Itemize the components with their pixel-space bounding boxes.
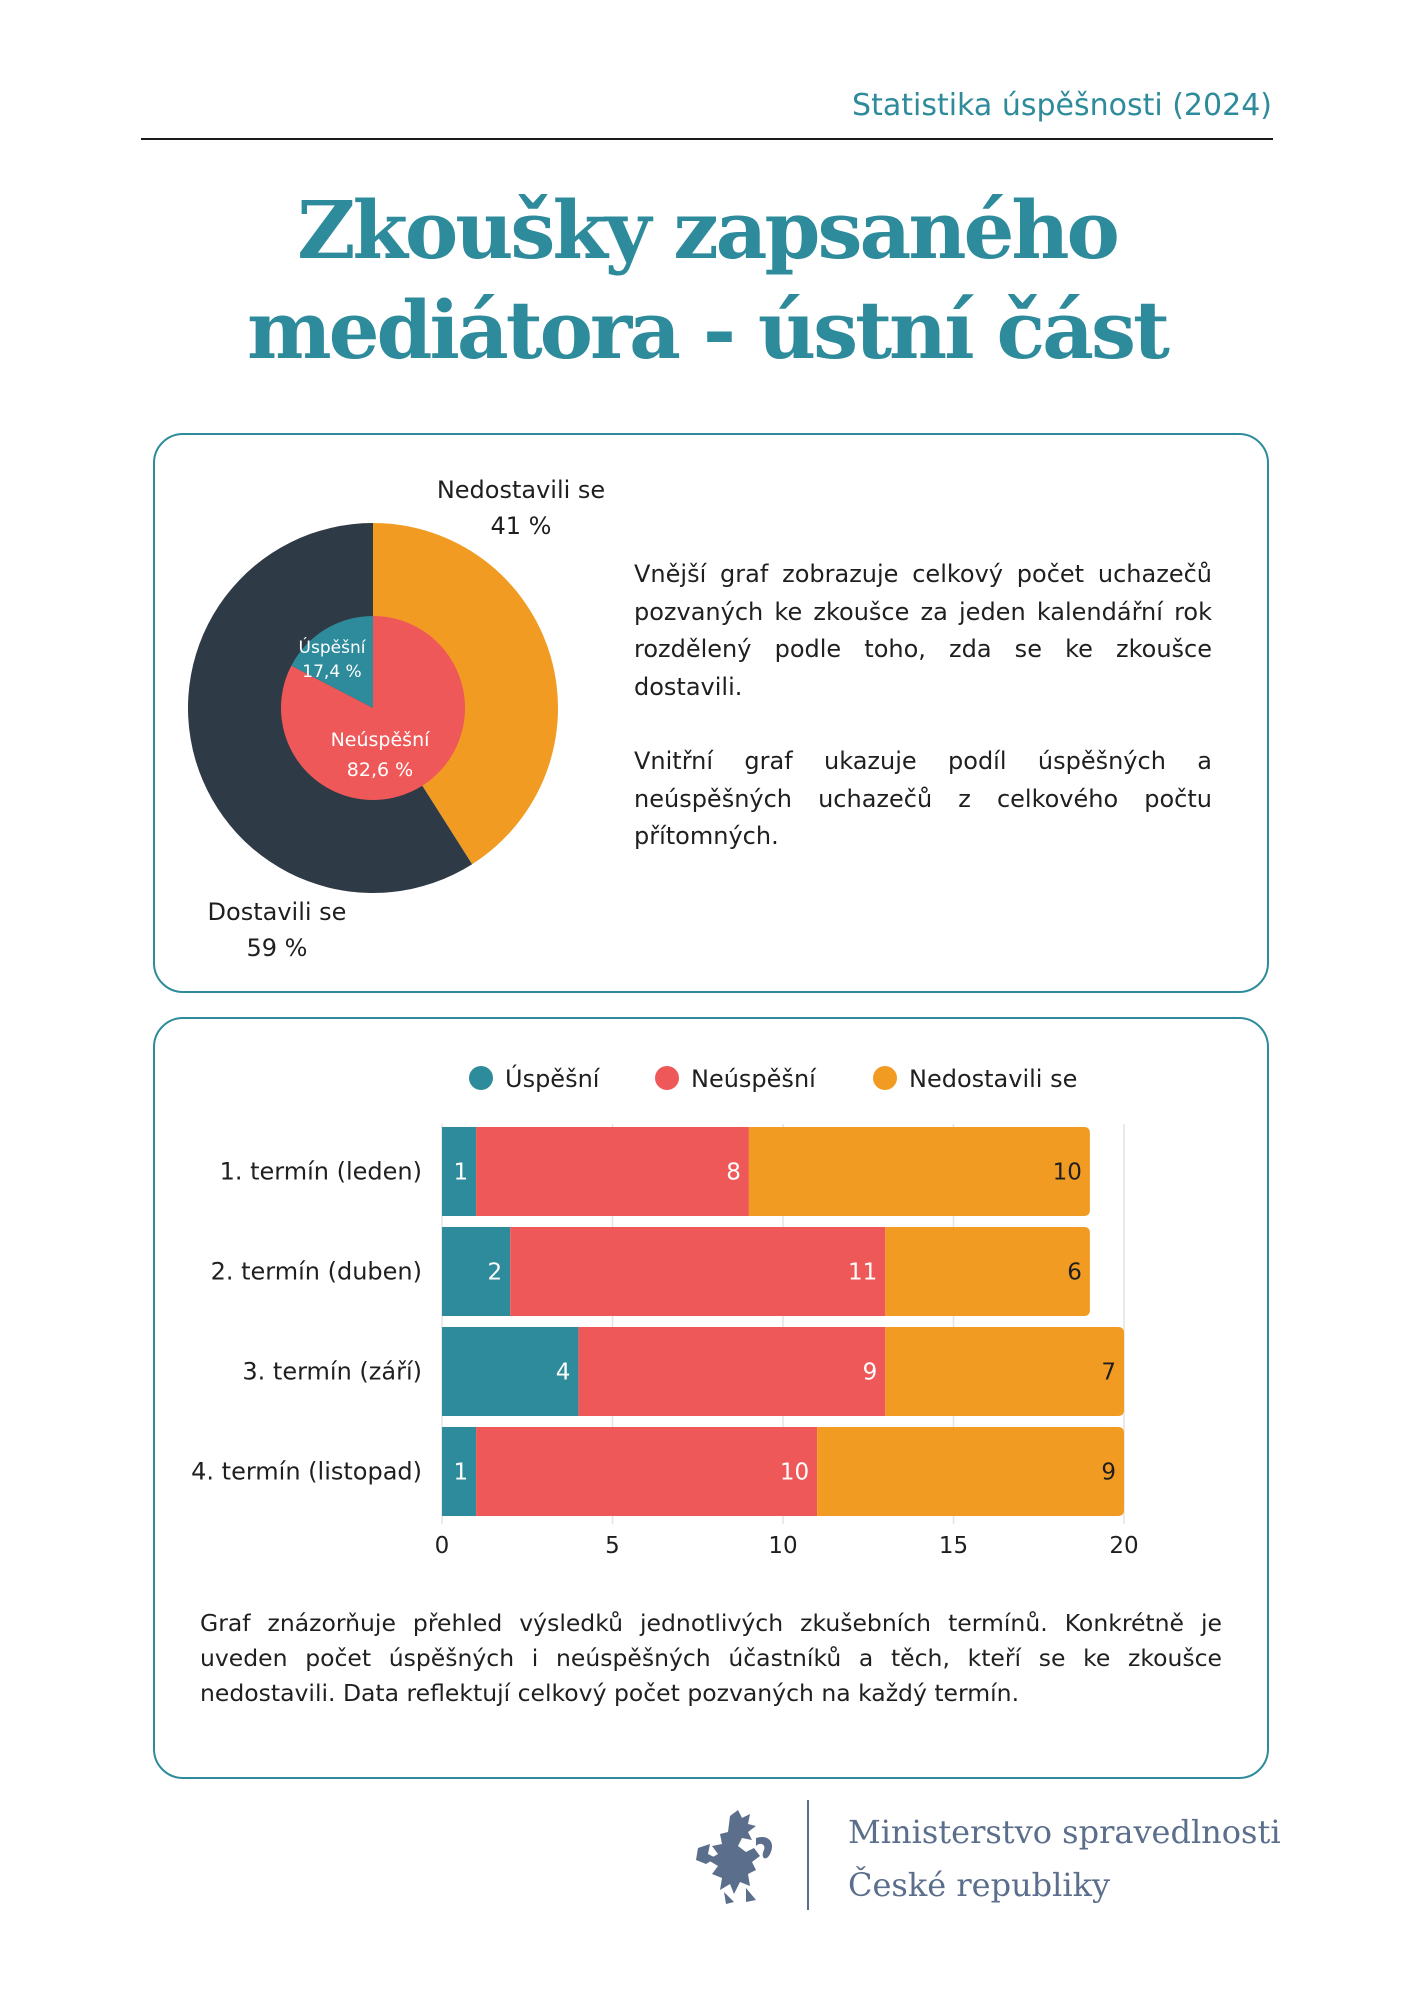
- outer-value-nedostavili: 41 %: [491, 512, 552, 540]
- ministry-lion-logo-icon: [696, 1810, 773, 1904]
- inner-value-neuspesni: 82,6 %: [347, 759, 413, 781]
- ministry-name: Ministerstvo spravedlnosti České republi…: [848, 1806, 1281, 1912]
- page-title-line-2: mediátora - ústní část: [246, 283, 1170, 377]
- inner-value-uspesni: 17,4 %: [302, 662, 361, 682]
- inner-label-neuspesni: Neúspěšní: [331, 729, 431, 751]
- pie-description-2: Vnitřní graf ukazuje podíl úspěšných a n…: [634, 747, 1212, 850]
- ministry-line-2: České republiky: [848, 1866, 1111, 1904]
- page-title: Zkoušky zapsaného mediátora - ústní část: [141, 180, 1273, 380]
- outer-value-dostavili: 59 %: [247, 934, 308, 962]
- outer-label-dostavili: Dostavili se: [208, 898, 347, 926]
- inner-slice-uspesni: [291, 616, 373, 708]
- bar-description: Graf znázorňuje přehled výsledků jednotl…: [200, 1609, 1222, 1707]
- page-title-line-1: Zkoušky zapsaného: [297, 183, 1120, 277]
- header-label: Statistika úspěšnosti (2024): [852, 88, 1272, 123]
- pie-chart-card: [153, 433, 1269, 993]
- bar-chart-card: [153, 1017, 1269, 1779]
- inner-label-uspesni: Úspěšní: [299, 636, 367, 658]
- header-rule: [141, 138, 1273, 140]
- ministry-line-1: Ministerstvo spravedlnosti: [848, 1813, 1281, 1851]
- pie-description-1: Vnější graf zobrazuje celkový počet ucha…: [634, 560, 1212, 701]
- outer-label-nedostavili: Nedostavili se: [437, 476, 605, 504]
- inner-slice-neuspesni: [280, 616, 465, 800]
- footer-divider: [807, 1800, 809, 1910]
